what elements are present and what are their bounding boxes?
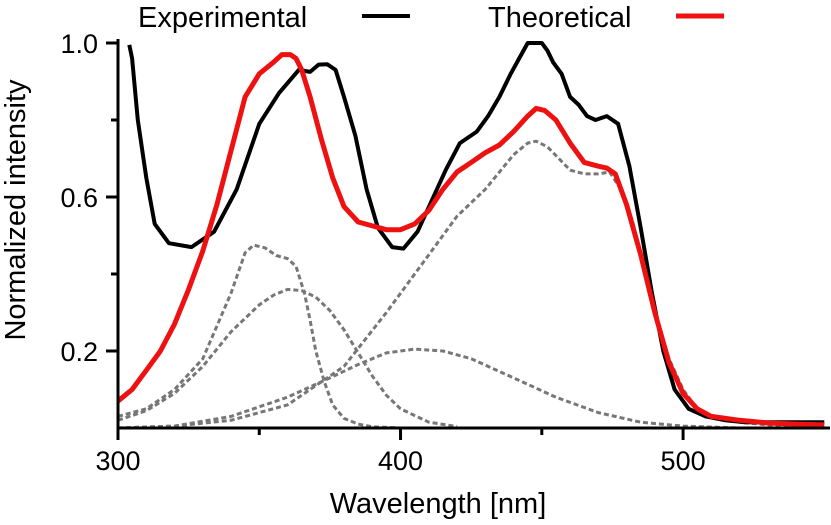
y-tick-label: 0.6 (60, 183, 98, 213)
y-axis-title: Normalized intensity (0, 79, 32, 341)
experimental-curve (127, 41, 825, 425)
x-tick-label: 400 (378, 446, 423, 476)
x-tick-label: 300 (95, 446, 140, 476)
series-layer (118, 41, 825, 428)
theoretical-curve (118, 52, 825, 428)
legend: Experimental Theoretical (138, 2, 724, 34)
axes-layer: 300 400 500 0.2 0.6 1.0 (60, 29, 830, 476)
legend-label-theoretical: Theoretical (488, 2, 631, 34)
legend-label-experimental: Experimental (138, 2, 307, 34)
component-curve-3 (118, 347, 740, 428)
component-curve-2 (118, 287, 458, 428)
x-axis-title: Wavelength [nm] (330, 488, 547, 520)
component-curve-1 (118, 243, 401, 428)
y-tick-label: 0.2 (60, 337, 98, 367)
x-tick-label: 500 (661, 446, 706, 476)
y-tick-label: 1.0 (60, 29, 98, 59)
